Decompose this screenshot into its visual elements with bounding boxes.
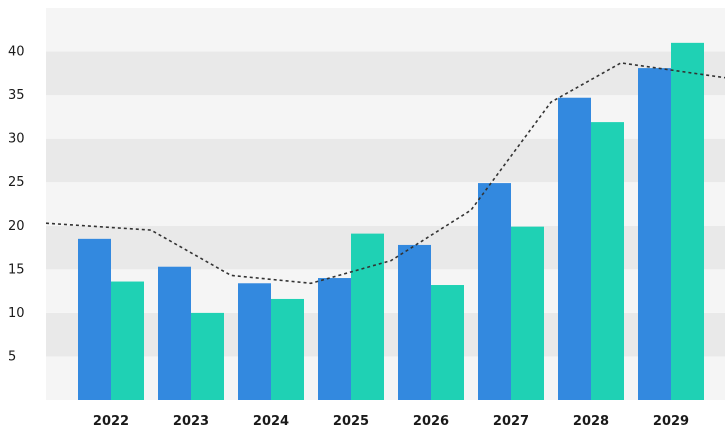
x-tick-label: 2027 xyxy=(493,414,529,429)
bar-series-2-2026 xyxy=(431,285,464,400)
x-tick-label: 2029 xyxy=(653,414,689,429)
bar-series-2-2025 xyxy=(351,233,384,400)
grid-band xyxy=(46,8,725,52)
y-tick-label: 15 xyxy=(8,262,25,277)
bar-series-2-2027 xyxy=(511,226,544,400)
bar-series-2-2028 xyxy=(591,122,624,401)
y-tick-label: 20 xyxy=(8,219,25,234)
y-tick-label: 40 xyxy=(8,45,25,60)
y-axis: 5 10 15 20 25 30 35 40 xyxy=(8,45,25,365)
x-tick-label: 2026 xyxy=(413,414,449,429)
bar-series-1-2026 xyxy=(398,244,431,400)
x-tick-label: 2025 xyxy=(333,414,369,429)
bars xyxy=(78,42,704,401)
y-tick-label: 5 xyxy=(8,349,16,364)
bar-series-2-2022 xyxy=(111,281,144,400)
bar-series-2-2024 xyxy=(271,298,304,400)
bar-series-1-2028 xyxy=(558,97,591,401)
x-tick-label: 2023 xyxy=(173,414,209,429)
bar-series-1-2029 xyxy=(638,68,671,401)
bar-series-1-2025 xyxy=(318,278,351,400)
y-tick-label: 35 xyxy=(8,88,25,103)
x-tick-label: 2022 xyxy=(93,414,129,429)
bar-series-1-2023 xyxy=(158,266,191,400)
bar-series-2-2029 xyxy=(671,42,704,400)
bar-series-1-2027 xyxy=(478,183,511,400)
bar-series-1-2024 xyxy=(238,283,271,400)
y-tick-label: 10 xyxy=(8,306,25,321)
trend-line xyxy=(45,62,725,285)
x-tick-label: 2028 xyxy=(573,414,609,429)
x-axis: 2022 2023 2024 2025 2026 2027 2028 2029 xyxy=(93,414,689,429)
y-tick-label: 30 xyxy=(8,132,25,147)
bar-series-1-2022 xyxy=(78,238,111,400)
trend-line-group xyxy=(45,62,725,285)
grid-band xyxy=(46,51,725,96)
bar-series-2-2023 xyxy=(191,312,224,400)
y-tick-label: 25 xyxy=(8,175,25,190)
x-tick-label: 2024 xyxy=(253,414,289,429)
